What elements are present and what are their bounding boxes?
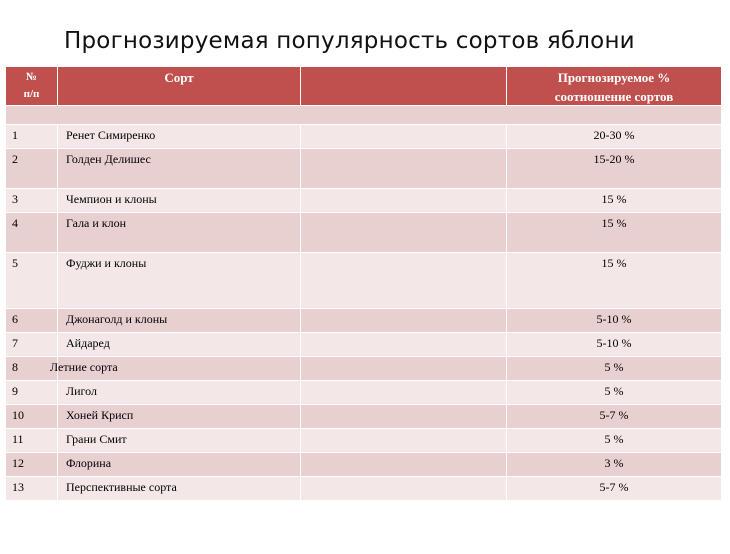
table-row: 2 Голден Делишес 15-20 % [5, 148, 722, 189]
header-share-line2: соотношение сортов [554, 89, 674, 104]
row-share: 5-10 % [506, 332, 722, 357]
row-share: 5-10 % [506, 308, 722, 333]
table-row: 7 Айдаред 5-10 % [5, 332, 722, 357]
header-share: Прогнозируемое % соотношение сортов [506, 66, 722, 106]
table-row: 6 Джонаголд и клоны 5-10 % [5, 308, 722, 333]
row-number: 1 [5, 124, 58, 149]
row-variety: Джонаголд и клоны [57, 308, 301, 333]
row-number: 6 [5, 308, 58, 333]
row-number: 8 [5, 356, 58, 381]
row-share: 5-7 % [506, 476, 722, 501]
table-row: 9 Лигол 5 % [5, 380, 722, 405]
row-share: 20-30 % [506, 124, 722, 149]
row-share: 15-20 % [506, 148, 722, 189]
table-row: 8 Летние сорта 5 % [5, 356, 722, 381]
table-row: 10 Хоней Крисп 5-7 % [5, 404, 722, 429]
row-variety: Лигол [57, 380, 301, 405]
row-number: 7 [5, 332, 58, 357]
row-variety-text: Летние сорта [50, 360, 118, 374]
varieties-table: № п/п Сорт Прогнозируемое % соотношение … [5, 66, 722, 501]
table-header-row: № п/п Сорт Прогнозируемое % соотношение … [5, 66, 722, 106]
row-share: 5 % [506, 428, 722, 453]
row-number: 13 [5, 476, 58, 501]
slide-title: Прогнозируемая популярность сортов яблон… [64, 28, 635, 54]
row-share: 15 % [506, 188, 722, 213]
header-number-line1: № [25, 71, 38, 83]
row-variety: Фуджи и клоны [57, 252, 301, 309]
header-empty [300, 66, 507, 106]
row-number: 9 [5, 380, 58, 405]
row-variety: Чемпион и клоны [57, 188, 301, 213]
row-variety: Грани Смит [57, 428, 301, 453]
table-row: 5 Фуджи и клоны 15 % [5, 252, 722, 309]
row-variety: Летние сорта [50, 356, 301, 381]
spacer-row [5, 105, 722, 125]
table-row: 13 Перспективные сорта 5-7 % [5, 476, 722, 501]
row-number: 2 [5, 148, 58, 189]
row-variety: Перспективные сорта [57, 476, 301, 501]
row-variety: Голден Делишес [57, 148, 301, 189]
table-row: 12 Флорина 3 % [5, 452, 722, 477]
table-row: 3 Чемпион и клоны 15 % [5, 188, 722, 213]
table-row: 11 Грани Смит 5 % [5, 428, 722, 453]
header-variety: Сорт [57, 66, 301, 106]
table-row: 1 Ренет Симиренко 20-30 % [5, 124, 722, 149]
row-share: 15 % [506, 212, 722, 253]
row-number: 4 [5, 212, 58, 253]
header-share-line1: Прогнозируемое % [557, 70, 671, 85]
row-variety: Айдаред [57, 332, 301, 357]
row-share: 5-7 % [506, 404, 722, 429]
row-number: 3 [5, 188, 58, 213]
header-number-line2: п/п [23, 88, 40, 100]
row-number: 10 [5, 404, 58, 429]
row-number: 12 [5, 452, 58, 477]
row-variety: Гала и клон [57, 212, 301, 253]
header-variety-label: Сорт [164, 70, 194, 85]
row-share: 5 % [506, 356, 722, 381]
row-variety: Ренет Симиренко [57, 124, 301, 149]
table-row: 4 Гала и клон 15 % [5, 212, 722, 253]
row-variety: Флорина [57, 452, 301, 477]
header-number: № п/п [5, 66, 58, 106]
row-share: 15 % [506, 252, 722, 309]
row-number: 5 [5, 252, 58, 309]
row-number: 11 [5, 428, 58, 453]
row-share: 5 % [506, 380, 722, 405]
row-variety: Хоней Крисп [57, 404, 301, 429]
row-share: 3 % [506, 452, 722, 477]
